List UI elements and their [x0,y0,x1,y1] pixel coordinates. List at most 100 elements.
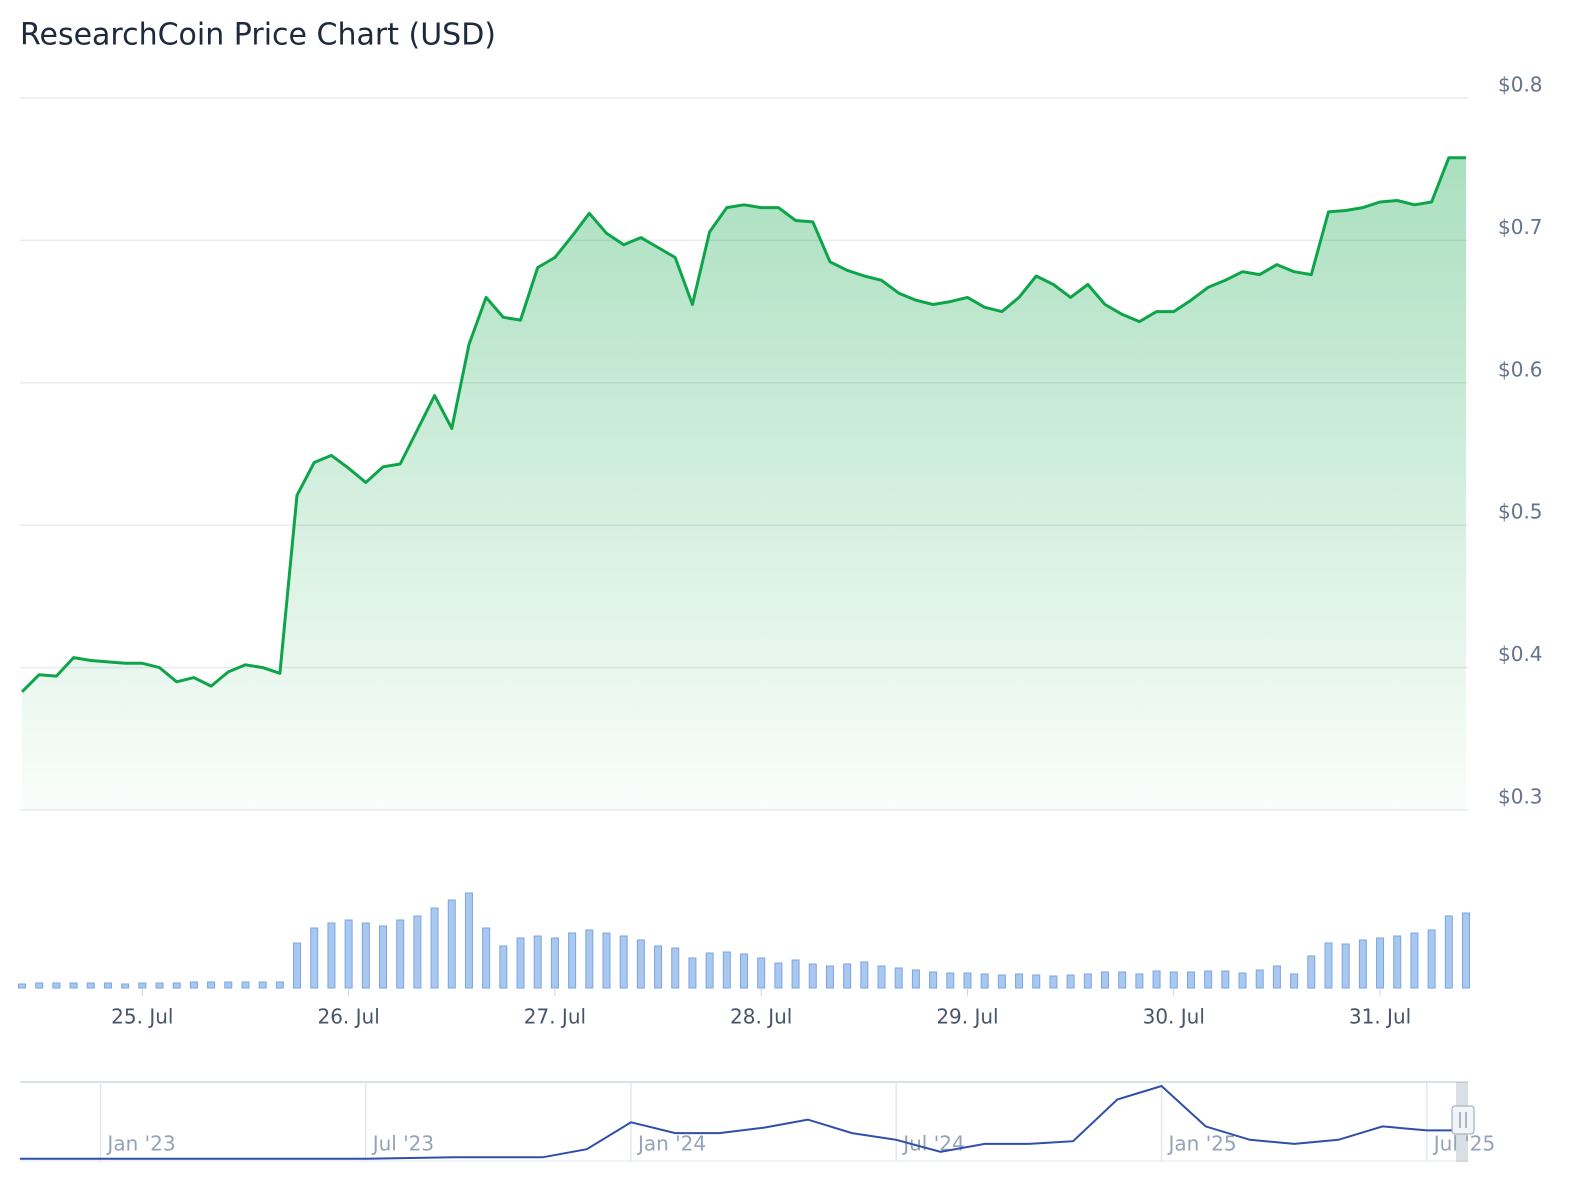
volume-bar [619,935,628,989]
volume-bar [1083,973,1092,989]
x-tick-label: 28. Jul [730,1005,792,1029]
volume-bar [808,963,817,989]
volume-bar [705,952,714,989]
volume-bar [963,972,972,989]
volume-bar [379,925,387,989]
volume-bar [894,967,903,989]
volume-bar [1238,972,1247,989]
volume-bar [568,932,577,989]
volume-bar [757,957,766,989]
y-tick-label: $0.6 [1498,357,1543,381]
volume-bar [1152,970,1161,989]
volume-bar [1376,937,1385,989]
volume-bar [499,945,508,989]
volume-bar [1221,970,1230,989]
navigator-grip[interactable] [1451,1105,1475,1135]
volume-bar [533,935,542,989]
volume-bar [877,965,886,989]
volume-bar [482,927,491,989]
volume-bar [207,981,216,989]
volume-bar [1204,970,1213,989]
x-tick-label: 30. Jul [1143,1005,1205,1029]
x-tick-label: 27. Jul [524,1005,586,1029]
volume-bar [1135,973,1144,989]
volume-bar [602,932,611,989]
y-tick-label: $0.3 [1498,785,1543,809]
navigator-handle[interactable] [1451,1082,1475,1162]
volume-bar [172,982,181,989]
y-tick-label: $0.8 [1498,73,1543,97]
volume-bar [1427,929,1436,989]
volume-bar [997,974,1006,989]
nav-line [20,1084,1468,1160]
volume-bar [310,927,319,989]
volume-bar [1324,942,1333,989]
volume-bar [1255,969,1264,989]
volume-bar [671,947,680,989]
volume-bar [1101,971,1109,989]
volume-bar [327,922,336,989]
volume-bar [654,945,663,989]
volume-bar [447,899,456,989]
volume-bar [688,957,697,989]
volume-bar [103,982,112,989]
volume-bar [860,961,869,989]
y-tick-label: $0.4 [1498,642,1543,666]
volume-bar [1272,965,1281,989]
volume-bar [361,922,370,989]
volume-bar [1118,971,1127,989]
volume-bar [1341,943,1350,989]
navigator: Jan '23 Jul '23 Jan '24 Jul '24 Jan '25 Jul '… [20,1081,1495,1162]
volume-bar [722,951,731,989]
volume-bar [52,982,61,989]
volume-bar [224,981,233,989]
volume-bar [69,982,78,989]
volume-bar [35,982,44,989]
volume-bar [1169,971,1178,989]
volume-bar [585,929,594,989]
x-tick-label: 31. Jul [1349,1005,1411,1029]
volume-bar [413,915,422,989]
volume-bar [1393,935,1402,989]
volume-bar [1462,912,1470,989]
area-fill [22,157,1466,811]
nav-tick-label: Jan '24 [636,1132,706,1156]
volume-bar [1358,939,1367,989]
volume-bar [843,963,852,989]
volume-bar [1410,932,1419,989]
volume-bar [138,982,147,989]
y-tick-label: $0.5 [1498,500,1543,524]
volume-bar [929,971,938,989]
volume-bar [18,983,26,989]
volume-bar [516,937,525,989]
x-tick-label: 26. Jul [317,1005,379,1029]
volume-bar [791,959,800,989]
nav-tick-label: Jul '23 [371,1132,434,1156]
volume-bar [396,919,405,989]
volume-bar [258,981,267,989]
volume-bar [121,983,130,989]
volume-bar [275,981,284,989]
nav-tick-label: Jan '25 [1167,1132,1237,1156]
price-panel: $0.3 $0.4 $0.5 $0.6 $0.7 $0.8 25. Jul 26. Jul 27… [18,73,1543,1029]
chart-title: ResearchCoin Price Chart (USD) [20,18,496,53]
volume-bar [636,939,645,989]
volume-bar [1049,975,1058,989]
nav-tick-label: Jan '23 [105,1132,175,1156]
volume-bar [1015,973,1024,989]
volume-bar [740,953,748,989]
volume-bar [293,942,302,989]
volume-bar [1186,971,1195,989]
volume-bar [464,892,473,989]
volume-bar [1307,955,1316,989]
price-line [20,156,1466,693]
volume-bar [1290,973,1299,989]
volume-bar [86,982,95,989]
y-tick-label: $0.7 [1498,215,1543,239]
nav-tick-label: Jul '25 [1432,1132,1495,1156]
volume-bar [155,982,164,989]
volume-bar [430,907,439,989]
volume-bar [946,972,955,989]
volume-bar [1444,915,1453,989]
